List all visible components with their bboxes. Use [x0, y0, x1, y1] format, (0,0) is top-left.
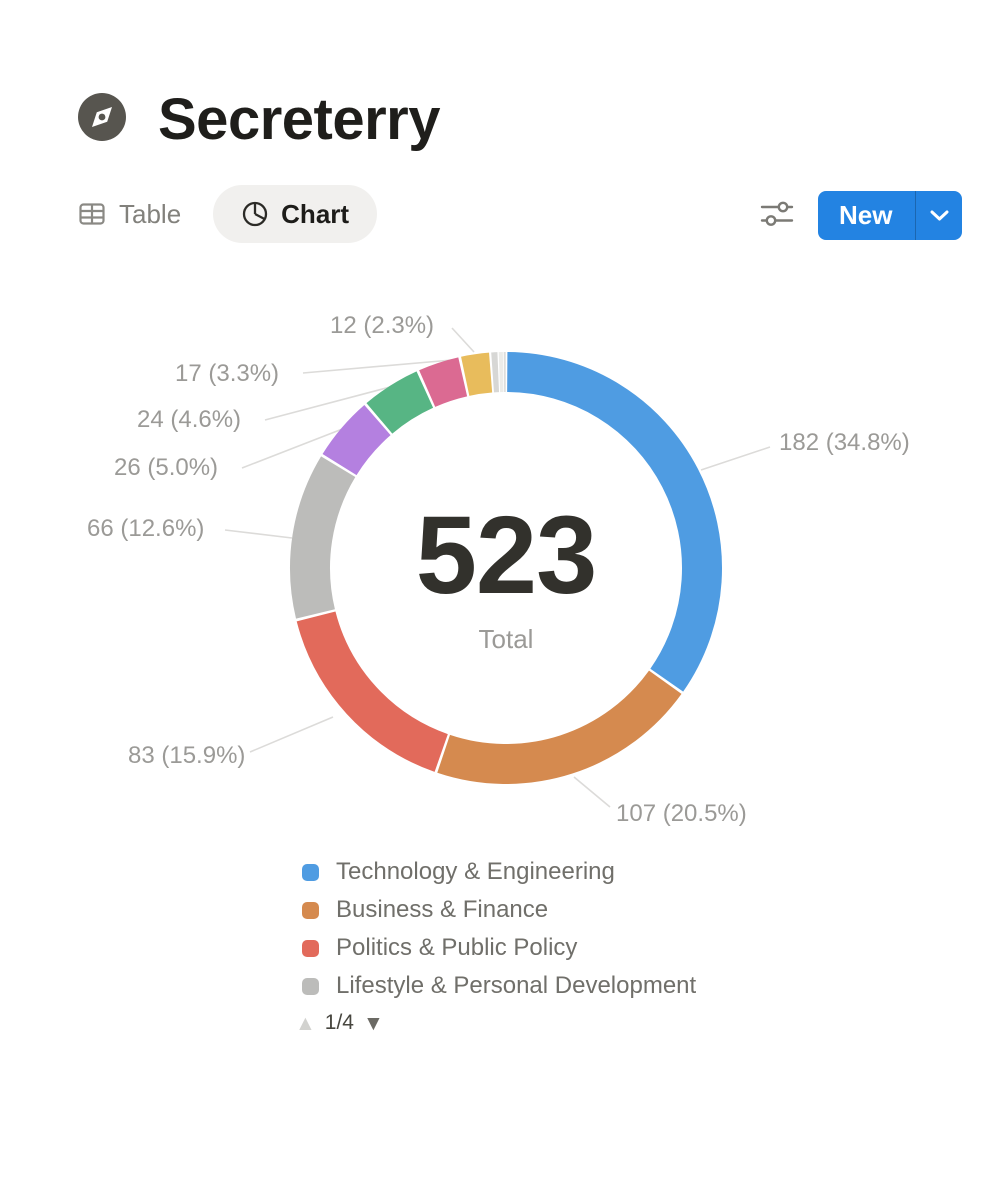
chevron-down-icon	[930, 210, 949, 221]
donut-segment[interactable]	[296, 611, 449, 772]
sliders-icon	[760, 201, 794, 226]
segment-label: 107 (20.5%)	[616, 800, 747, 827]
tab-chart-label: Chart	[281, 198, 350, 229]
view-options-button[interactable]	[760, 199, 794, 229]
donut-chart[interactable]	[0, 280, 1006, 840]
new-button-divider	[915, 191, 917, 240]
legend: Technology & Engineering Business & Fina…	[302, 853, 696, 1005]
donut-segment[interactable]	[322, 404, 391, 476]
legend-prev-button[interactable]: ▲	[295, 1011, 316, 1035]
tab-table-label: Table	[119, 198, 182, 229]
donut-segment[interactable]	[437, 670, 682, 784]
segment-label: 12 (2.3%)	[330, 312, 435, 339]
donut-segment[interactable]	[366, 371, 434, 434]
legend-item[interactable]: Technology & Engineering	[302, 853, 696, 891]
legend-swatch	[302, 863, 319, 881]
donut-segment[interactable]	[290, 456, 356, 619]
donut-segment[interactable]	[506, 352, 722, 692]
legend-item[interactable]: Business & Finance	[302, 891, 696, 929]
new-dropdown-button[interactable]	[916, 191, 962, 240]
chart-center: 523 Total	[415, 494, 598, 655]
segment-label: 66 (12.6%)	[87, 515, 205, 542]
leader-lines	[224, 327, 771, 808]
legend-page-indicator: 1/4	[324, 1011, 354, 1034]
legend-item[interactable]: Politics & Public Policy	[302, 929, 696, 967]
page-title[interactable]: Secreterry	[158, 87, 441, 152]
donut-segment[interactable]	[461, 352, 493, 396]
table-icon	[79, 203, 105, 225]
legend-swatch	[302, 901, 319, 919]
view-tabs: Table Chart	[78, 184, 378, 244]
donut-arcs[interactable]	[290, 352, 722, 784]
segment-label: 83 (15.9%)	[128, 742, 246, 769]
donut-segment[interactable]	[419, 357, 468, 408]
legend-item-label: Business & Finance	[336, 896, 549, 923]
new-button-label: New	[839, 200, 893, 230]
legend-swatch	[302, 977, 319, 995]
chart-total-label: Total	[478, 624, 534, 654]
legend-pager: ▲ 1/4 ▼	[295, 1006, 384, 1040]
legend-item-label: Lifestyle & Personal Development	[336, 972, 697, 999]
legend-item-label: Technology & Engineering	[336, 858, 615, 885]
segment-label: 26 (5.0%)	[114, 454, 219, 481]
legend-swatch	[302, 939, 319, 957]
tab-chart[interactable]: Chart	[213, 185, 378, 243]
pie-chart-icon	[243, 201, 268, 227]
segment-label: 17 (3.3%)	[175, 360, 280, 387]
tab-table[interactable]: Table	[78, 199, 181, 230]
page-icon-compass[interactable]	[78, 93, 126, 141]
chart-total-value: 523	[415, 494, 598, 617]
compass-icon	[78, 93, 126, 141]
legend-item[interactable]: Lifestyle & Personal Development	[302, 967, 696, 1005]
new-button[interactable]: New	[818, 191, 915, 240]
segment-label: 182 (34.8%)	[779, 429, 910, 456]
segment-label: 24 (4.6%)	[137, 406, 242, 433]
legend-item-label: Politics & Public Policy	[336, 934, 578, 961]
legend-next-button[interactable]: ▼	[363, 1011, 384, 1035]
new-button-group: New	[818, 191, 963, 240]
